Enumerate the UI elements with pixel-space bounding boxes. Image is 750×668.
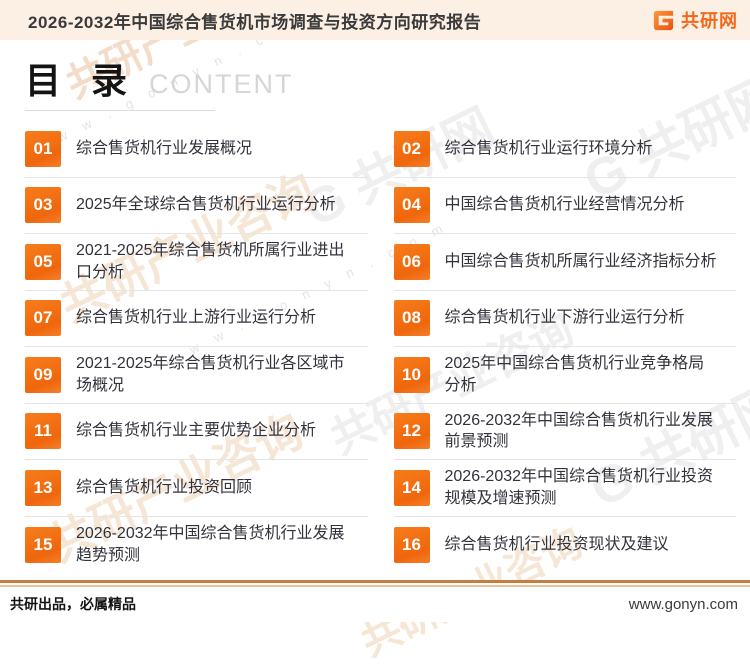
toc-item-label: 2025年中国综合售货机行业竞争格局分析 (444, 355, 705, 394)
toc-item-02: 02 综合售货机行业运行环境分析 (393, 121, 736, 178)
toc-item-label: 中国综合售货机所属行业经济指标分析 (444, 252, 717, 270)
toc-item-06: 06 中国综合售货机所属行业经济指标分析 (393, 234, 736, 291)
toc-item-10: 10 2025年中国综合售货机行业竞争格局分析 (393, 347, 736, 404)
toc-item-07: 07 综合售货机行业上游行业运行分析 (25, 291, 368, 347)
toc-item-label: 综合售货机行业投资现状及建议 (444, 535, 669, 553)
report-header: 2026-2032年中国综合售货机市场调查与投资方向研究报告 共研网 (0, 0, 750, 40)
toc-item-04: 04 中国综合售货机行业经营情况分析 (393, 178, 736, 234)
toc-item-label: 综合售货机行业主要优势企业分析 (76, 422, 317, 440)
toc-item-label: 2026-2032年中国综合售货机行业发展趋势预测 (76, 525, 345, 564)
toc-item-08: 08 综合售货机行业下游行业运行分析 (393, 291, 736, 347)
toc-number-badge: 12 (393, 413, 430, 450)
toc-number-badge: 14 (393, 469, 430, 506)
toc-item-11: 11 综合售货机行业主要优势企业分析 (25, 404, 368, 460)
toc-number-badge: 07 (25, 300, 61, 337)
toc-item-label: 综合售货机行业发展概况 (76, 139, 253, 157)
toc-item-16: 16 综合售货机行业投资现状及建议 (393, 517, 737, 574)
heading-divider (25, 110, 215, 111)
toc-item-01: 01 综合售货机行业发展概况 (25, 121, 368, 178)
footer-slogan: 共研出品，必属精品 (10, 596, 136, 612)
toc-item-13: 13 综合售货机行业投资回顾 (25, 460, 368, 517)
toc-item-14: 14 2026-2032年中国综合售货机行业投资规模及增速预测 (393, 460, 736, 517)
gonyn-logo[interactable]: 共研网 (651, 7, 738, 33)
toc-number-badge: 04 (393, 187, 430, 224)
toc-item-15: 15 2026-2032年中国综合售货机行业发展趋势预测 (25, 517, 368, 574)
toc-number-badge: 02 (393, 130, 430, 167)
toc-number-badge: 08 (393, 300, 430, 337)
toc-item-label: 综合售货机行业投资回顾 (76, 478, 253, 496)
toc-page: 目 录 CONTENT 01 综合售货机行业发展概况 03 2025年全球综合售… (0, 40, 750, 573)
toc-item-12: 12 2026-2032年中国综合售货机行业发展前景预测 (393, 404, 736, 460)
toc-number-badge: 11 (25, 413, 61, 450)
footer-rule-dark (0, 580, 750, 583)
toc-number-badge: 09 (25, 356, 61, 393)
toc-item-label: 综合售货机行业下游行业运行分析 (444, 309, 685, 327)
toc-item-label: 2025年全球综合售货机行业运行分析 (76, 196, 336, 214)
footer-rule-light (0, 585, 750, 587)
logo-text: 共研网 (681, 11, 738, 31)
toc-item-label: 综合售货机行业运行环境分析 (444, 139, 653, 157)
toc-item-label: 2026-2032年中国综合售货机行业发展前景预测 (444, 411, 714, 451)
toc-number-badge: 16 (393, 526, 430, 563)
toc-item-03: 03 2025年全球综合售货机行业运行分析 (25, 178, 368, 234)
toc-title-en: CONTENT (149, 69, 294, 99)
report-title: 2026-2032年中国综合售货机市场调查与投资方向研究报告 (28, 12, 482, 32)
toc-heading: 目 录 CONTENT (25, 52, 736, 104)
gonyn-g-icon (651, 8, 676, 33)
toc-number-badge: 15 (25, 526, 61, 563)
footer-website[interactable]: www.gonyn.com (628, 595, 738, 613)
report-footer: 共研出品，必属精品 www.gonyn.com (0, 580, 750, 622)
toc-number-badge: 03 (25, 187, 61, 224)
toc-grid: 01 综合售货机行业发展概况 03 2025年全球综合售货机行业运行分析 05 … (25, 121, 736, 573)
toc-item-09: 09 2021-2025年综合售货机行业各区域市场概况 (25, 347, 368, 404)
toc-item-label: 2021-2025年综合售货机所属行业进出口分析 (76, 242, 345, 281)
toc-number-badge: 13 (25, 469, 61, 506)
toc-number-badge: 01 (25, 130, 61, 167)
toc-number-badge: 10 (393, 356, 430, 393)
toc-item-label: 中国综合售货机行业经营情况分析 (444, 196, 685, 214)
toc-title-cn: 目 录 (25, 60, 138, 101)
toc-number-badge: 05 (25, 243, 61, 280)
toc-number-badge: 06 (393, 243, 430, 280)
toc-item-05: 05 2021-2025年综合售货机所属行业进出口分析 (25, 234, 368, 291)
toc-item-label: 2026-2032年中国综合售货机行业投资规模及增速预测 (444, 468, 714, 507)
toc-item-label: 2021-2025年综合售货机行业各区域市场概况 (76, 355, 345, 394)
toc-item-label: 综合售货机行业上游行业运行分析 (76, 309, 317, 327)
